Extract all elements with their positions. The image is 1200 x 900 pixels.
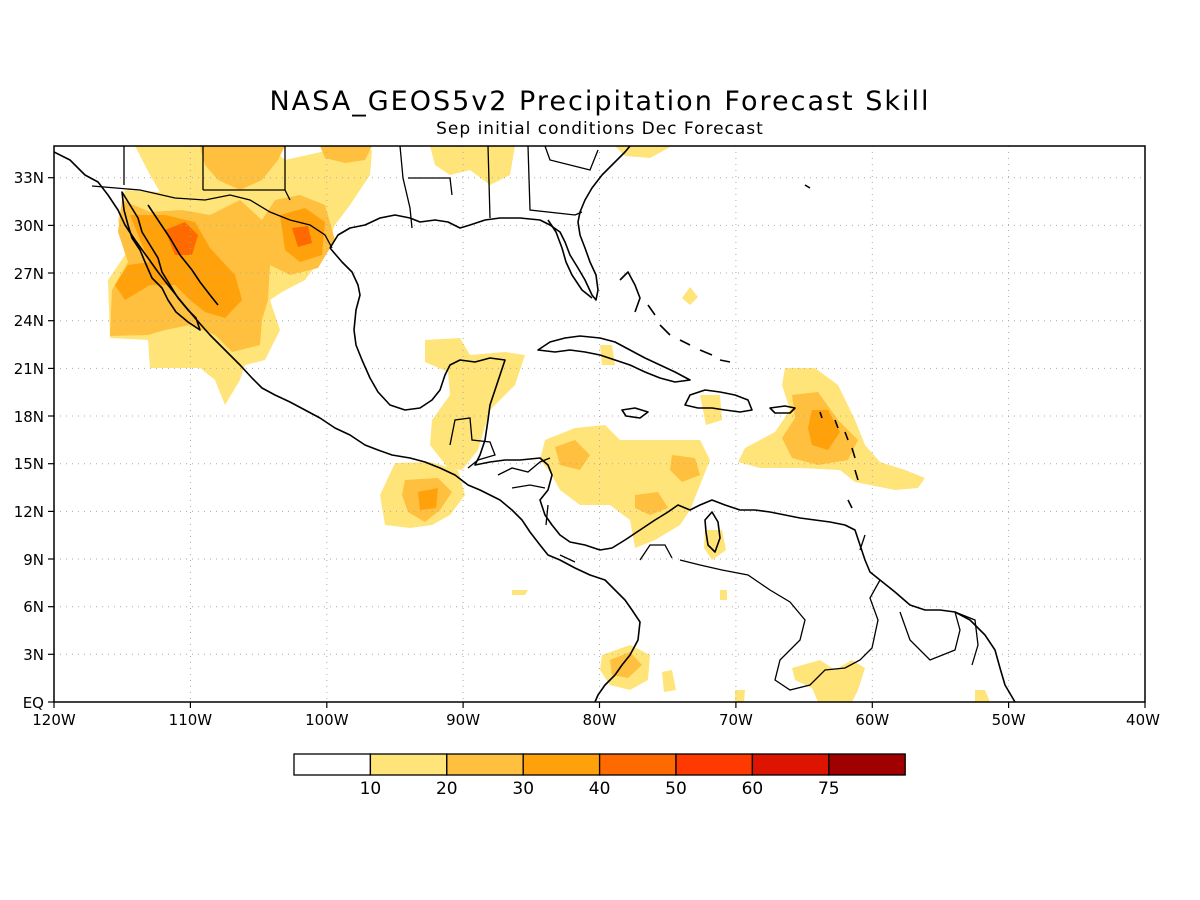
lon-tick-label: 90W	[446, 711, 480, 729]
colorbar-swatch	[598, 753, 677, 776]
skill-region-hispaniola	[700, 395, 722, 425]
coastline-gulf-california	[147, 204, 219, 306]
coastline-us-gulf	[329, 146, 631, 301]
lat-tick-labels: EQ 3N 6N 9N 12N 15N 18N 21N 24N 27N 30N …	[14, 169, 44, 712]
coastline-lesser-antilles	[819, 411, 859, 509]
lon-tick-label: 120W	[32, 711, 76, 729]
skill-region-florida-top	[615, 146, 672, 158]
skill-region-gulf-south	[430, 146, 515, 185]
axis-ticks	[48, 177, 1146, 708]
lon-tick-label: 100W	[305, 711, 349, 729]
colorbar-swatch	[675, 753, 754, 776]
lon-tick-label: 50W	[992, 711, 1026, 729]
lon-tick-label: 60W	[855, 711, 889, 729]
map-title: NASA_GEOS5v2 Precipitation Forecast Skil…	[269, 86, 931, 117]
lat-tick-label: 18N	[14, 408, 44, 426]
lat-tick-label: 21N	[14, 360, 44, 378]
lat-tick-label: EQ	[23, 694, 44, 712]
map-subtitle: Sep initial conditions Dec Forecast	[436, 119, 764, 139]
colorbar-swatch	[828, 753, 906, 776]
lat-tick-label: 27N	[14, 265, 44, 283]
lat-tick-label: 24N	[14, 312, 44, 330]
border-us-mexico	[91, 185, 333, 249]
lon-tick-label: 110W	[169, 711, 213, 729]
colorbar-swatch	[751, 753, 830, 776]
lat-tick-label: 9N	[23, 551, 44, 569]
border-us-states	[123, 146, 599, 229]
coastline-florida	[547, 219, 593, 299]
skill-region-lesser-antilles-30	[808, 410, 840, 450]
lon-tick-label: 70W	[719, 711, 753, 729]
colorbar-label: 40	[589, 779, 611, 799]
coastline-jamaica	[621, 407, 649, 419]
coastline-gulf-mexico	[329, 247, 1016, 702]
lat-tick-label: 12N	[14, 503, 44, 521]
colorbar-label: 60	[742, 779, 764, 799]
skill-region-cuba-east	[600, 345, 615, 365]
lon-tick-label: 80W	[583, 711, 617, 729]
lat-tick-label: 3N	[23, 646, 44, 664]
skill-region-yucatan	[425, 338, 525, 470]
skill-region-bahamas	[682, 287, 698, 305]
skill-region-nw-mexico-40	[165, 222, 198, 255]
colorbar-swatch	[446, 753, 524, 776]
coastline-baja	[121, 191, 201, 331]
skill-region-top-strip	[200, 146, 372, 190]
skill-shading	[108, 146, 990, 702]
skill-region-pacific-s-mexico-30	[418, 488, 438, 510]
skill-region-nw-mexico-40b	[292, 226, 312, 247]
lon-tick-labels: 120W 110W 100W 90W 80W 70W 60W 50W 40W	[32, 711, 1160, 729]
colorbar: 10 20 30 40 50 60 75	[293, 753, 906, 799]
skill-region-caribbean-20	[555, 440, 700, 515]
lat-tick-label: 30N	[14, 217, 44, 235]
colorbar-swatch	[369, 753, 448, 776]
colorbar-label: 75	[818, 779, 840, 799]
lat-tick-label: 33N	[14, 169, 44, 187]
coastline-bahamas	[619, 184, 811, 363]
colorbar-label: 20	[436, 779, 458, 799]
coastlines	[54, 146, 1016, 702]
coastline-hispaniola	[684, 389, 753, 413]
lon-tick-label: 40W	[1126, 711, 1160, 729]
colorbar-label: 10	[360, 779, 382, 799]
colorbar-swatch	[522, 753, 601, 776]
skill-region-amazon-2	[662, 670, 990, 702]
colorbar-label: 50	[665, 779, 687, 799]
lat-tick-label: 6N	[23, 598, 44, 616]
coastline-lake-maracaibo	[704, 511, 721, 553]
coastline-pacific	[54, 151, 641, 702]
border-central-america	[449, 417, 979, 691]
coastline-cuba	[537, 335, 691, 383]
lat-tick-label: 15N	[14, 455, 44, 473]
political-borders	[91, 146, 979, 691]
colorbar-label: 30	[512, 779, 534, 799]
coastline-puerto-rico	[769, 405, 796, 414]
skill-region-amazon-1	[792, 660, 865, 702]
colorbar-swatch	[293, 753, 372, 776]
